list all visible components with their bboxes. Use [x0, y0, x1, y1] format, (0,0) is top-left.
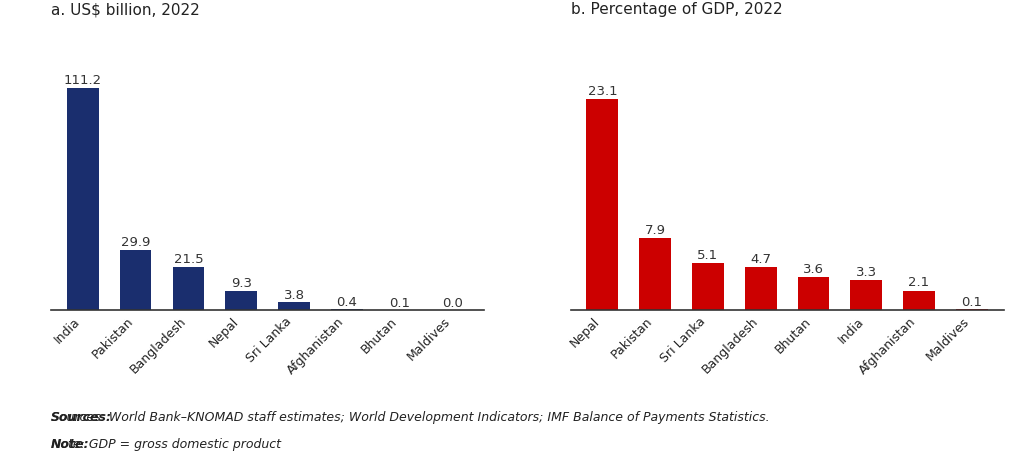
Text: 3.3: 3.3	[856, 265, 877, 278]
Text: Note: GDP = gross domestic product: Note: GDP = gross domestic product	[51, 438, 282, 450]
Text: 21.5: 21.5	[174, 252, 204, 265]
Text: 3.6: 3.6	[803, 262, 824, 275]
Text: 0.1: 0.1	[962, 295, 982, 308]
Text: 7.9: 7.9	[645, 223, 666, 236]
Text: b. Percentage of GDP, 2022: b. Percentage of GDP, 2022	[570, 2, 782, 17]
Text: 4.7: 4.7	[751, 252, 771, 265]
Bar	[744, 268, 776, 310]
Bar	[798, 277, 829, 310]
Bar	[331, 309, 362, 310]
Text: 0.4: 0.4	[336, 295, 357, 308]
Bar	[692, 264, 724, 310]
Bar	[120, 251, 152, 310]
Text: 29.9: 29.9	[121, 236, 151, 249]
Text: 5.1: 5.1	[697, 249, 719, 262]
Bar	[956, 309, 988, 310]
Text: 111.2: 111.2	[63, 74, 102, 87]
Bar	[173, 268, 205, 310]
Text: 23.1: 23.1	[588, 85, 617, 98]
Text: 9.3: 9.3	[230, 277, 252, 290]
Bar	[225, 292, 257, 310]
Text: 2.1: 2.1	[908, 276, 930, 289]
Bar	[587, 100, 618, 310]
Text: a. US$ billion, 2022: a. US$ billion, 2022	[51, 2, 200, 17]
Text: 0.0: 0.0	[442, 296, 463, 309]
Text: 3.8: 3.8	[284, 289, 304, 302]
Text: 0.1: 0.1	[389, 296, 410, 309]
Text: Sources:: Sources:	[51, 410, 113, 423]
Bar	[639, 238, 671, 310]
Bar	[903, 291, 935, 310]
Bar	[279, 303, 310, 310]
Text: Note:: Note:	[51, 438, 90, 450]
Bar	[67, 89, 98, 310]
Bar	[850, 280, 882, 310]
Text: Sources: World Bank–KNOMAD staff estimates; World Development Indicators; IMF Ba: Sources: World Bank–KNOMAD staff estimat…	[51, 410, 770, 423]
